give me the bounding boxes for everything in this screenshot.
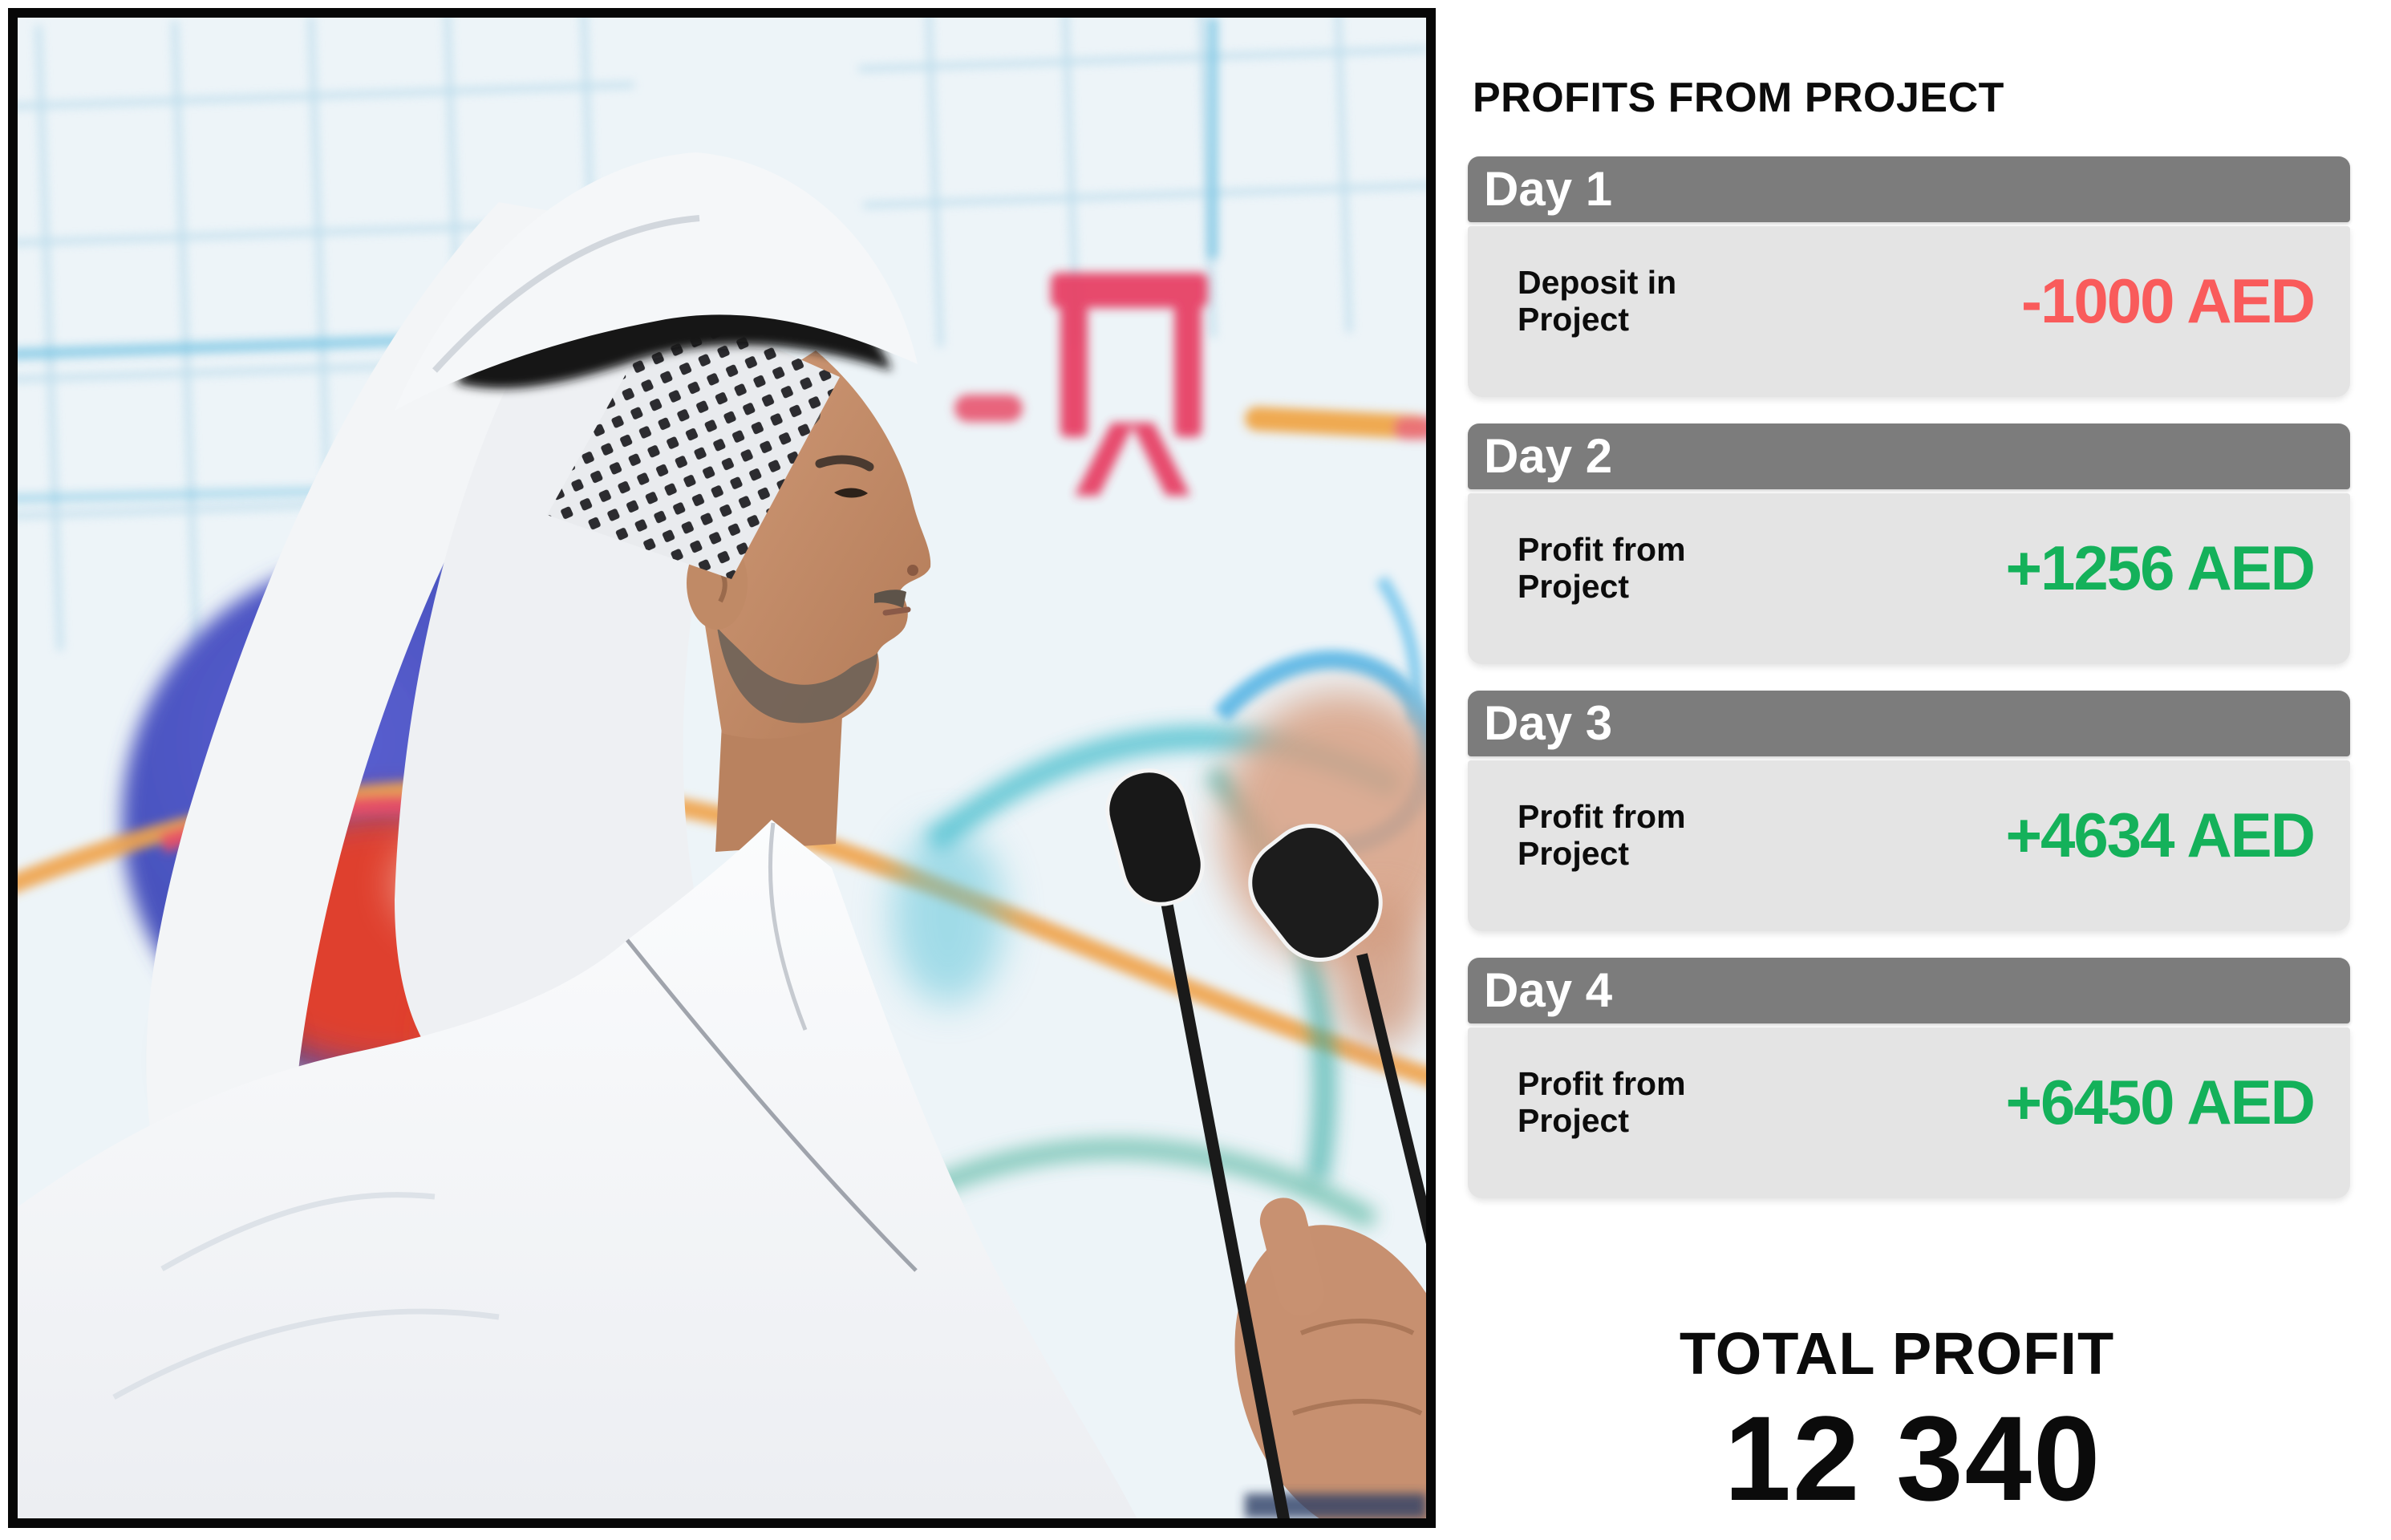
red-gate-icon xyxy=(1051,273,1208,496)
grid-accent-lines xyxy=(18,18,1218,503)
speaker-figure xyxy=(18,152,1137,1518)
speaker-photo-art xyxy=(18,18,1426,1518)
panel-title: PROFITS FROM PROJECT xyxy=(1473,75,2004,121)
day-1-value: -1000 AED xyxy=(2021,265,2316,336)
day-4-label: Profit from Project xyxy=(1518,1064,1686,1139)
lips xyxy=(882,606,911,616)
ghutra-tail xyxy=(146,202,616,1213)
ghutra-mesh-band xyxy=(547,300,840,579)
paint-dashes xyxy=(954,395,1426,440)
day-card-2: Day 2 Profit from Project +1256 AED xyxy=(1468,424,2350,664)
robe-collar-line xyxy=(626,938,918,1272)
day-2-label: Profit from Project xyxy=(1518,530,1686,605)
eye xyxy=(834,488,868,498)
microphone-left xyxy=(1105,768,1290,1518)
day-card-4: Day 4 Profit from Project +6450 AED xyxy=(1468,958,2350,1198)
robe-neck-line xyxy=(768,822,808,1031)
day-2-header: Day 2 xyxy=(1468,424,2350,489)
microphone-right xyxy=(1248,824,1426,1245)
day-4-header: Day 4 xyxy=(1468,958,2350,1023)
day-4-body: Profit from Project +6450 AED xyxy=(1468,1027,2350,1198)
beard xyxy=(717,627,877,723)
robe-folds xyxy=(112,1192,500,1400)
day-3-label: Profit from Project xyxy=(1518,797,1686,872)
day-1-label: Deposit in Project xyxy=(1518,263,1677,338)
teal-blob xyxy=(892,828,1004,1004)
mustache xyxy=(874,590,906,608)
ghutra-top-fold xyxy=(395,152,918,411)
day-4-value: +6450 AED xyxy=(2005,1067,2316,1137)
kandura-robe xyxy=(18,820,1137,1518)
profits-panel: PROFITS FROM PROJECT Day 1 Deposit in Pr… xyxy=(1468,0,2350,1540)
day-card-3: Day 3 Profit from Project +4634 AED xyxy=(1468,691,2350,931)
day-2-body: Profit from Project +1256 AED xyxy=(1468,493,2350,664)
ghutra-fold-line xyxy=(432,215,700,373)
day-2-value: +1256 AED xyxy=(2005,533,2316,603)
day-1-body: Deposit in Project -1000 AED xyxy=(1468,226,2350,397)
day-3-body: Profit from Project +4634 AED xyxy=(1468,760,2350,931)
eyebrow xyxy=(815,455,874,472)
nostril xyxy=(907,565,918,576)
speaker-photo xyxy=(8,8,1436,1528)
total-profit-label: TOTAL PROFIT xyxy=(1679,1320,2115,1387)
day-card-1: Day 1 Deposit in Project -1000 AED xyxy=(1468,156,2350,397)
day-3-header: Day 3 xyxy=(1468,691,2350,756)
day-3-value: +4634 AED xyxy=(2005,800,2316,870)
day-1-header: Day 1 xyxy=(1468,156,2350,222)
total-profit-value: 12 340 xyxy=(1724,1391,2102,1526)
